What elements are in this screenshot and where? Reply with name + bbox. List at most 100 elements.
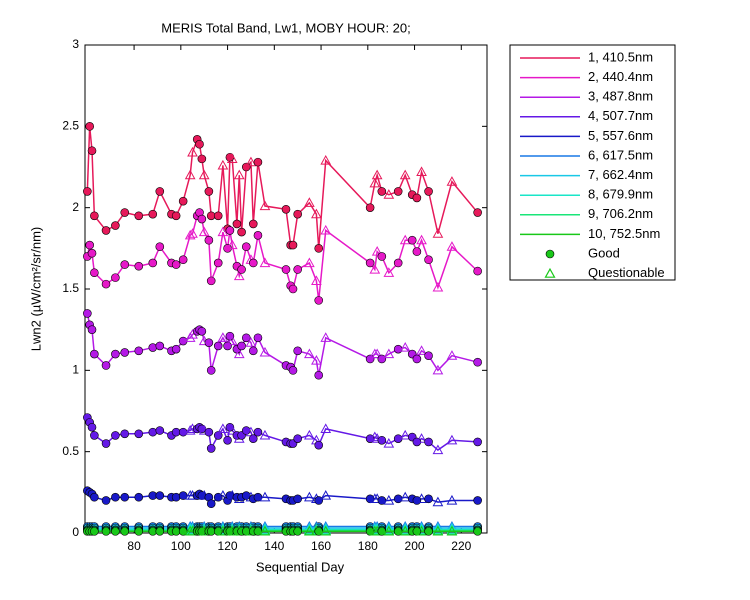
good-marker	[237, 227, 246, 237]
questionable-marker	[432, 228, 444, 238]
good-marker	[412, 527, 422, 536]
questionable-marker	[198, 169, 210, 180]
legend-label: Questionable	[588, 265, 665, 280]
good-marker	[134, 527, 144, 536]
questionable-marker	[304, 348, 315, 359]
good-marker	[377, 354, 387, 364]
legend-label: 1, 410.5nm	[588, 49, 653, 64]
good-marker	[111, 431, 120, 440]
good-marker	[293, 346, 302, 356]
legend-label: 3, 487.8nm	[588, 89, 653, 104]
good-marker	[248, 258, 258, 268]
questionable-marker	[369, 431, 381, 442]
good-marker	[407, 235, 417, 245]
questionable-marker	[311, 355, 322, 365]
questionable-marker	[226, 153, 238, 163]
x-tick-label: 120	[218, 539, 238, 553]
good-marker	[473, 496, 482, 505]
good-marker	[87, 422, 97, 432]
questionable-marker	[399, 429, 411, 440]
good-marker	[178, 196, 188, 206]
good-marker	[424, 494, 433, 504]
y-tick-label: 0.5	[62, 444, 79, 458]
good-marker	[223, 435, 232, 445]
x-tick-label: 160	[311, 539, 331, 553]
questionable-marker	[432, 364, 444, 375]
good-marker	[206, 366, 216, 375]
good-marker	[213, 258, 223, 268]
questionable-marker	[320, 423, 332, 433]
good-marker	[314, 496, 324, 505]
good-marker	[473, 266, 482, 276]
questionable-marker	[399, 169, 411, 180]
questionable-marker	[259, 257, 271, 268]
questionable-marker	[383, 348, 395, 359]
questionable-marker	[369, 177, 381, 188]
good-marker	[314, 440, 324, 450]
questionable-marker	[446, 525, 458, 536]
x-tick-label: 220	[451, 539, 471, 553]
good-marker	[288, 366, 298, 375]
good-marker	[148, 427, 158, 437]
good-marker	[171, 260, 181, 269]
questionable-marker	[259, 491, 271, 502]
good-marker	[85, 122, 94, 131]
questionable-marker	[383, 494, 395, 505]
good-marker	[365, 354, 375, 364]
questionable-marker	[233, 270, 245, 281]
questionable-marker	[226, 424, 238, 435]
y-tick-label: 1.5	[62, 281, 79, 295]
good-marker	[248, 434, 258, 443]
good-marker	[253, 427, 263, 437]
questionable-marker	[217, 423, 229, 433]
questionable-marker	[399, 491, 411, 502]
good-marker	[197, 214, 207, 224]
questionable-marker	[226, 239, 238, 250]
good-marker	[424, 351, 433, 360]
good-marker	[473, 208, 482, 217]
good-marker	[120, 492, 130, 502]
questionable-marker	[383, 525, 395, 536]
good-marker	[473, 437, 482, 447]
good-marker	[178, 427, 188, 437]
questionable-marker	[416, 345, 427, 355]
questionable-marker	[416, 525, 427, 536]
questionable-marker	[446, 241, 458, 251]
good-marker	[120, 260, 130, 269]
good-marker	[412, 354, 422, 364]
good-marker	[204, 338, 214, 347]
good-marker	[134, 429, 144, 439]
good-marker	[197, 326, 207, 336]
good-marker	[225, 331, 235, 341]
questionable-marker	[233, 348, 245, 359]
chart-title: MERIS Total Band, Lw1, MOBY HOUR: 20;	[161, 20, 411, 35]
good-marker	[223, 341, 232, 351]
good-marker	[293, 209, 302, 219]
legend-label: Good	[588, 245, 620, 260]
good-marker	[111, 527, 120, 536]
good-marker	[120, 527, 130, 536]
questionable-marker	[259, 346, 271, 357]
good-marker	[101, 279, 111, 289]
good-marker	[134, 346, 144, 356]
good-marker	[120, 429, 130, 439]
good-marker	[197, 154, 207, 164]
questionable-marker	[416, 234, 427, 245]
good-marker	[155, 426, 165, 435]
good-marker	[424, 255, 433, 265]
questionable-marker	[304, 197, 315, 207]
questionable-marker	[187, 228, 198, 238]
good-marker	[111, 221, 120, 230]
good-marker	[377, 252, 387, 261]
questionable-marker	[416, 166, 427, 176]
questionable-marker	[369, 263, 381, 274]
questionable-marker	[399, 525, 411, 536]
good-marker	[393, 258, 403, 268]
y-axis-label: Lwn2 (µW/cm²/sr/nm)	[28, 227, 43, 352]
good-marker	[248, 219, 258, 229]
questionable-marker	[259, 429, 271, 440]
questionable-marker	[198, 226, 210, 237]
good-marker	[87, 325, 97, 334]
questionable-marker	[383, 267, 395, 277]
good-marker	[241, 333, 251, 343]
